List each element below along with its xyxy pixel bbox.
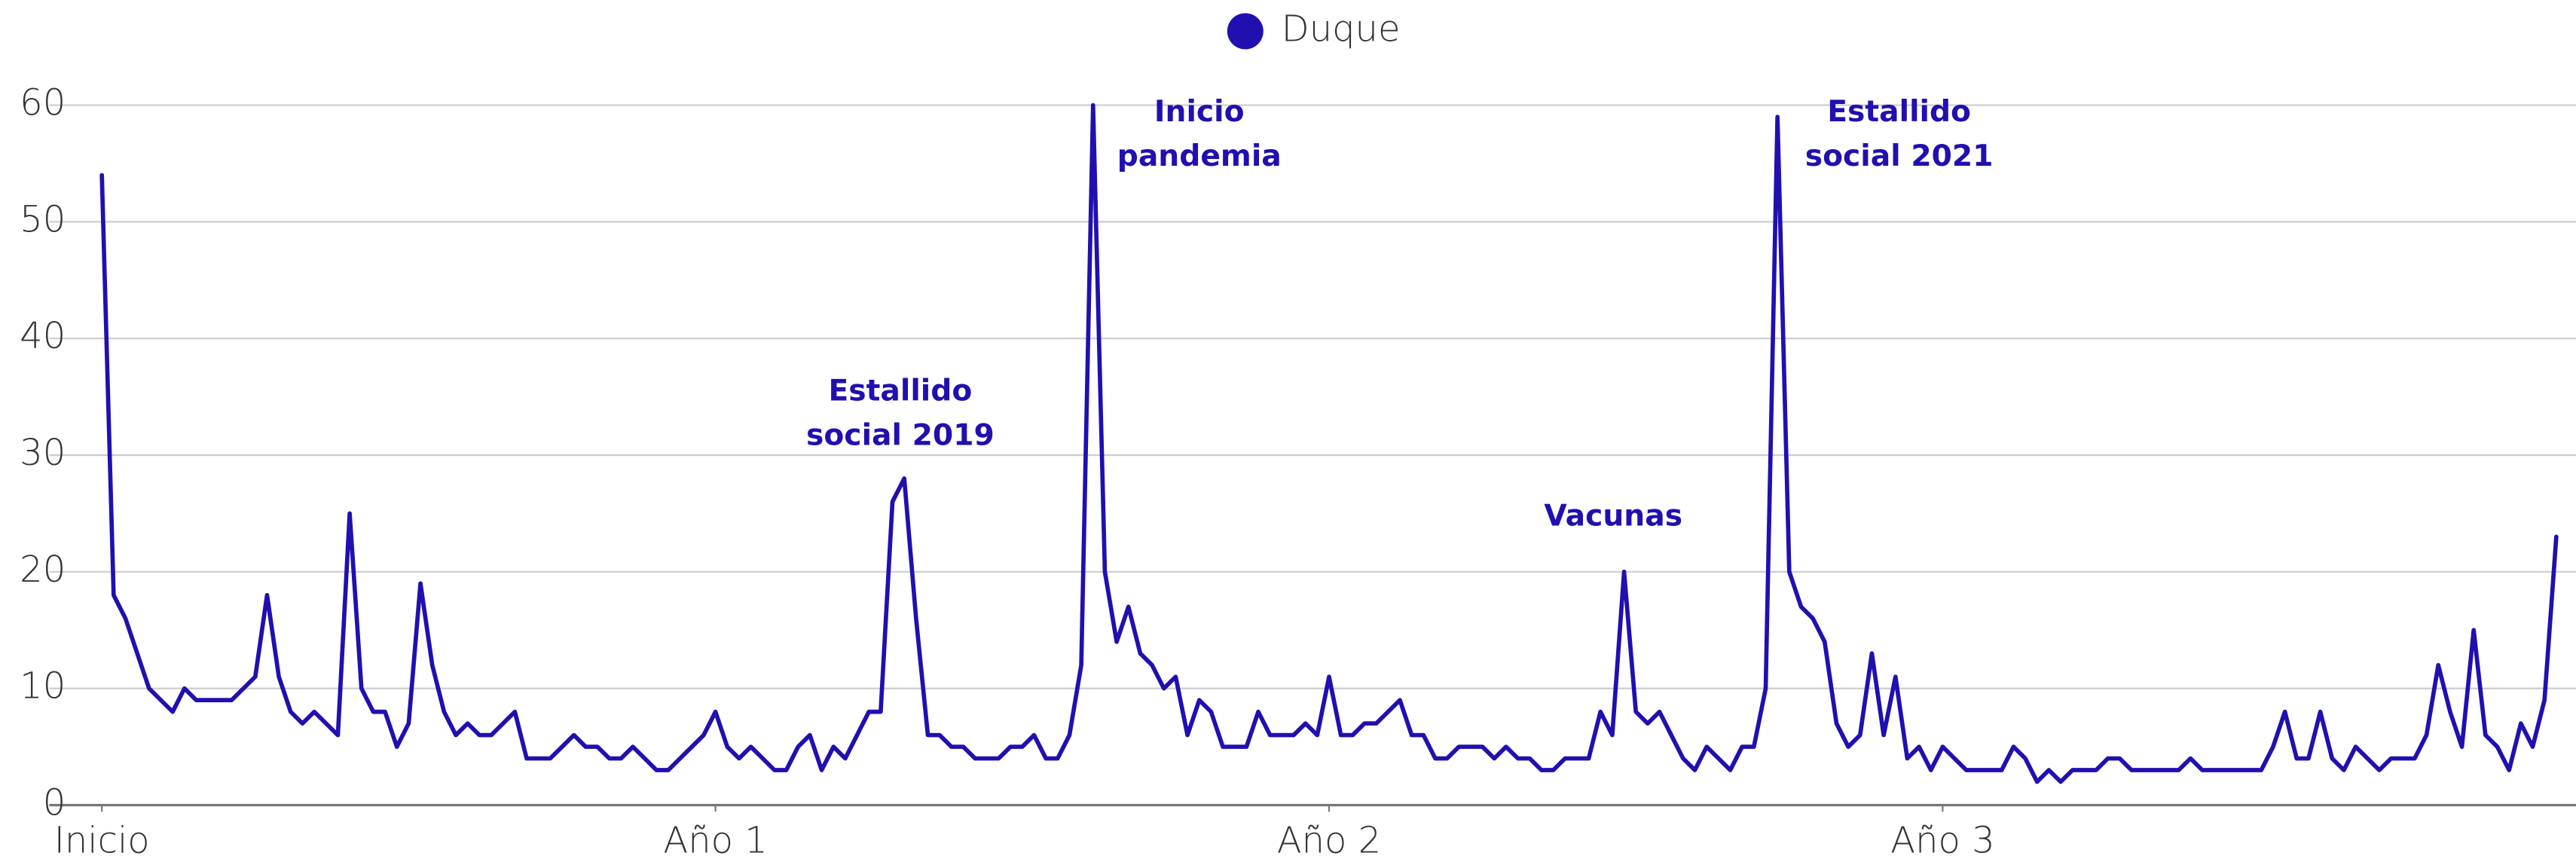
y-tick-label: 20	[20, 549, 66, 591]
x-tick-label: Año 3	[1890, 820, 1994, 859]
annotation: pandemia	[1117, 139, 1282, 173]
legend-marker	[1227, 13, 1264, 50]
y-tick-label: 60	[20, 82, 66, 124]
legend-label: Duque	[1282, 8, 1401, 50]
y-tick-label: 10	[20, 665, 66, 708]
x-tick-label: Inicio	[54, 820, 150, 859]
annotation: Vacunas	[1544, 499, 1682, 533]
annotation: social 2021	[1805, 139, 1994, 173]
y-tick-label: 40	[20, 315, 66, 357]
x-tick-label: Año 1	[663, 820, 767, 859]
annotation: Estallido	[1827, 95, 1971, 129]
y-tick-label: 0	[43, 781, 66, 824]
data-line	[99, 102, 2559, 784]
annotation: Estallido	[829, 374, 973, 408]
annotation: Inicio	[1154, 95, 1245, 129]
x-tick-label: Año 2	[1277, 820, 1381, 859]
y-tick-label: 30	[20, 432, 66, 474]
y-tick-label: 50	[20, 198, 66, 240]
annotation: social 2019	[806, 419, 995, 453]
